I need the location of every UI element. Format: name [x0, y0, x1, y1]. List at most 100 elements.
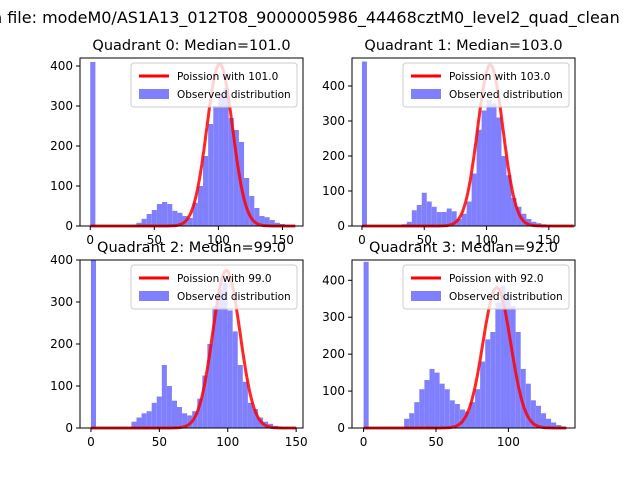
histogram-bar	[244, 178, 250, 226]
histogram-bar	[505, 295, 511, 428]
x-tick-label: 0	[360, 435, 368, 449]
histogram-bar	[451, 211, 457, 226]
histogram-bar	[449, 400, 455, 428]
y-tick-label: 0	[65, 219, 73, 233]
figure-suptitle: n file: modeM0/AS1A13_012T08_9000005986_…	[0, 8, 640, 27]
x-tick-label: 50	[152, 435, 167, 449]
histogram-bar	[459, 409, 465, 428]
y-tick-label: 100	[50, 379, 73, 393]
histogram-bar	[511, 198, 517, 226]
histogram-bar	[456, 219, 462, 226]
y-tick-label: 400	[50, 59, 73, 73]
legend-line-label: Poission with 101.0	[177, 71, 278, 83]
histogram-bar	[192, 202, 198, 226]
y-tick-label: 100	[322, 184, 345, 198]
histogram-bar	[475, 389, 481, 428]
histogram-bar	[480, 361, 486, 428]
histogram-bar	[361, 61, 367, 226]
y-tick-label: 400	[322, 273, 345, 287]
histogram-bar	[404, 418, 410, 428]
legend-line-label: Poission with 99.0	[177, 273, 272, 285]
legend-box	[130, 62, 298, 108]
histogram-bar	[197, 398, 203, 428]
y-tick-label: 100	[322, 384, 345, 398]
histogram-bar	[535, 405, 541, 428]
histogram-bar	[490, 332, 496, 428]
y-tick-label: 0	[337, 219, 345, 233]
histogram-bar	[233, 130, 239, 226]
histogram-bar	[182, 413, 188, 428]
histogram-bar	[525, 383, 531, 428]
histogram-bar	[444, 389, 450, 428]
histogram-bar	[187, 218, 193, 226]
panel-title: Quadrant 2: Median=99.0	[97, 240, 286, 256]
histogram-bar	[218, 94, 224, 226]
legend-line-label: Poission with 92.0	[449, 273, 544, 285]
histogram-bar	[501, 156, 507, 226]
histogram-bar	[166, 386, 172, 428]
panel-title: Quadrant 3: Median=92.0	[369, 240, 558, 256]
histogram-bar	[197, 186, 204, 226]
histogram-bar	[500, 285, 506, 428]
x-tick-label: 100	[216, 435, 239, 449]
histogram-bar	[491, 103, 497, 226]
histogram-bar	[213, 106, 219, 226]
histogram-bar	[161, 365, 167, 428]
histogram-bar	[167, 204, 173, 226]
histogram-bar	[207, 344, 213, 428]
histogram-bar	[222, 283, 228, 428]
quadrant-1-panel: 0 50 100 150 0 100 200 300 400 Quadrant 1: Median…	[322, 38, 576, 247]
histogram-bar	[461, 213, 467, 226]
legend-bar-swatch	[139, 89, 169, 99]
histogram-bar	[203, 156, 209, 226]
legend-bar-label: Observed distribution	[177, 89, 291, 101]
histogram-bar	[495, 302, 501, 428]
histogram-bar	[208, 124, 214, 226]
histogram-bar	[530, 400, 536, 428]
histogram-bar	[187, 415, 193, 428]
x-tick-label: 150	[271, 233, 294, 247]
histogram-bar	[146, 411, 152, 428]
histogram-bar	[252, 409, 258, 428]
histogram-bar	[162, 202, 168, 226]
histogram-bar	[90, 62, 96, 226]
histogram-bar	[496, 117, 502, 226]
histogram-bar	[409, 413, 415, 428]
histogram-bar	[429, 368, 435, 428]
legend-box	[402, 62, 570, 108]
histogram-bar	[136, 222, 142, 226]
histogram-bar	[436, 212, 442, 226]
histogram-bar	[274, 222, 280, 226]
histogram-bar	[471, 173, 477, 226]
axes-frame	[351, 57, 576, 227]
histogram-bar	[406, 221, 412, 226]
x-tick-label: 50	[417, 233, 432, 247]
x-tick-label: 50	[147, 233, 162, 247]
histogram-bar	[146, 214, 152, 226]
y-tick-label: 200	[50, 139, 73, 153]
x-tick-label: 100	[475, 233, 498, 247]
histogram-bar	[510, 306, 516, 428]
histogram-bar	[151, 210, 157, 226]
y-tick-label: 200	[50, 337, 73, 351]
histogram-bar	[486, 100, 492, 226]
panel-title: Quadrant 0: Median=101.0	[92, 38, 290, 54]
histogram-bar	[485, 339, 491, 428]
histogram-bar	[466, 201, 472, 226]
y-tick-label: 0	[337, 421, 345, 435]
histogram-bar	[202, 375, 208, 428]
legend-bar-label: Observed distribution	[177, 291, 291, 303]
histogram-bar	[228, 118, 234, 226]
y-tick-label: 200	[322, 149, 345, 163]
y-tick-label: 400	[322, 79, 345, 93]
legend-bar-label: Observed distribution	[449, 291, 563, 303]
histogram-bar	[156, 396, 162, 428]
histogram-bar	[411, 210, 417, 226]
histogram-bar	[141, 413, 147, 428]
y-tick-label: 300	[50, 295, 73, 309]
histogram-bar	[232, 331, 238, 428]
legend-bar-swatch	[139, 291, 169, 301]
axes-frame	[79, 57, 304, 227]
histogram-bar	[172, 210, 178, 226]
legend-bar-label: Observed distribution	[449, 89, 563, 101]
